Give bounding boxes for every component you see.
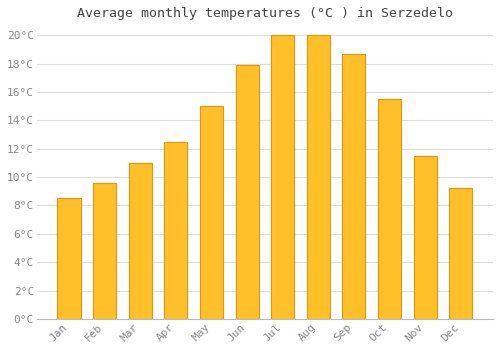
- Bar: [271, 35, 294, 319]
- Bar: [378, 99, 401, 319]
- Bar: [128, 163, 152, 319]
- Bar: [449, 188, 472, 319]
- Bar: [306, 35, 330, 319]
- Bar: [164, 141, 188, 319]
- Bar: [414, 156, 436, 319]
- Bar: [200, 106, 223, 319]
- Bar: [236, 65, 258, 319]
- Bar: [58, 198, 80, 319]
- Bar: [93, 183, 116, 319]
- Bar: [342, 54, 365, 319]
- Title: Average monthly temperatures (°C ) in Serzedelo: Average monthly temperatures (°C ) in Se…: [77, 7, 453, 20]
